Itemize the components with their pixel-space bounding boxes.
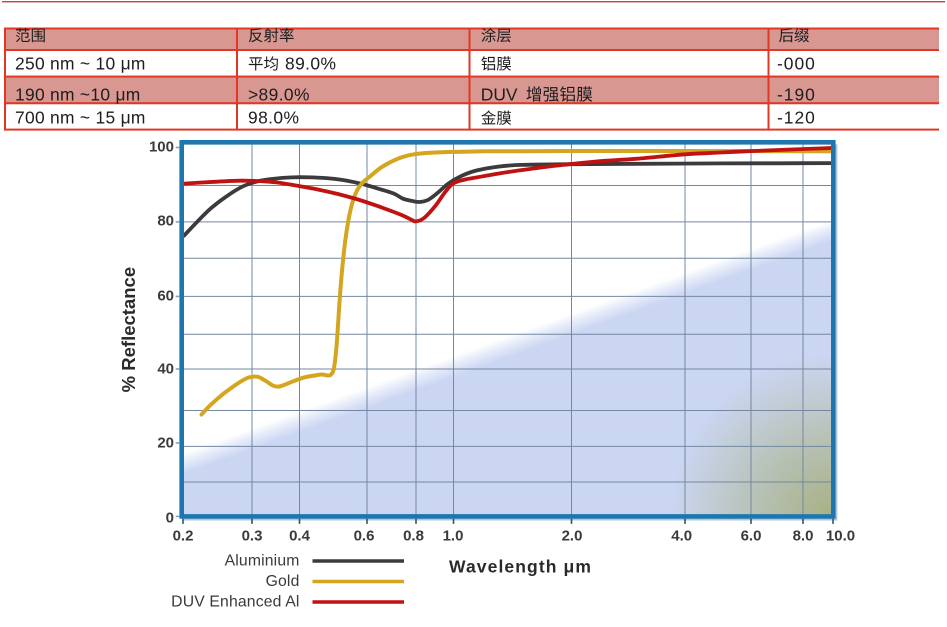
svg-text:190 nm ~10 μm: 190 nm ~10 μm [15, 84, 141, 104]
svg-text:250 nm ~ 10 μm: 250 nm ~ 10 μm [15, 53, 146, 73]
svg-text:60: 60 [157, 288, 174, 305]
svg-text:>89.0%: >89.0% [248, 84, 310, 104]
svg-text:-190: -190 [777, 84, 816, 104]
svg-text:4.0: 4.0 [671, 527, 692, 544]
svg-text:Wavelength μm: Wavelength μm [449, 557, 592, 577]
svg-text:6.0: 6.0 [741, 527, 762, 544]
svg-text:0: 0 [166, 509, 174, 526]
svg-text:0.6: 0.6 [354, 527, 375, 544]
svg-text:Gold: Gold [266, 573, 300, 590]
svg-text:0.3: 0.3 [242, 527, 263, 544]
svg-text:DUV Enhanced Al: DUV Enhanced Al [171, 594, 299, 611]
svg-text:10.0: 10.0 [826, 527, 855, 544]
svg-text:-000: -000 [777, 53, 816, 73]
svg-text:2.0: 2.0 [562, 527, 583, 544]
svg-text:0.4: 0.4 [289, 527, 311, 544]
svg-text:98.0%: 98.0% [248, 108, 299, 128]
svg-text:700 nm ~ 15 μm: 700 nm ~ 15 μm [15, 108, 146, 128]
svg-text:80: 80 [157, 213, 174, 230]
svg-text:0.8: 0.8 [403, 527, 424, 544]
svg-text:8.0: 8.0 [793, 527, 814, 544]
svg-text:Aluminium: Aluminium [225, 553, 300, 570]
svg-text:40: 40 [157, 361, 174, 378]
svg-text:1.0: 1.0 [443, 527, 464, 544]
svg-text:-120: -120 [777, 108, 816, 128]
svg-text:89.0%: 89.0% [285, 53, 336, 73]
svg-text:0.2: 0.2 [173, 527, 194, 544]
svg-text:DUV: DUV [481, 84, 518, 104]
svg-text:100: 100 [149, 138, 174, 155]
svg-text:% Reflectance: % Reflectance [118, 267, 139, 392]
svg-text:20: 20 [157, 435, 174, 452]
